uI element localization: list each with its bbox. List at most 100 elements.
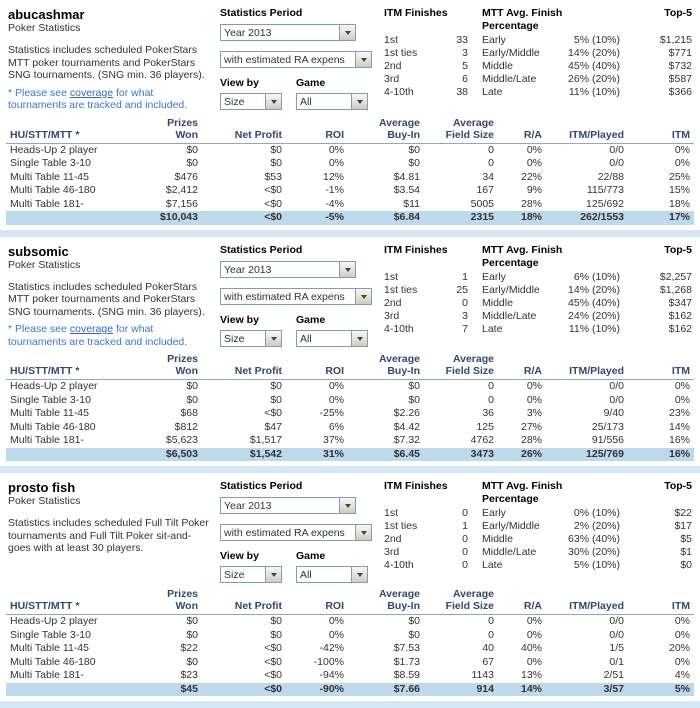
itm-stat-row: 1st ties 1	[384, 520, 468, 533]
table-row: Single Table 3-10 $0 $0 0% $0 0 0% 0/0 0…	[6, 629, 694, 643]
statistics-period-select[interactable]: Year 2013	[220, 24, 356, 41]
cell-roi: 0%	[328, 157, 344, 169]
col-header-category: HU/STT/MTT *	[6, 588, 138, 615]
player-section: prosto fish Poker Statistics Statistics …	[0, 473, 700, 708]
itm-finishes-title: ITM Finishes	[384, 480, 448, 492]
stat-label: 1st	[384, 507, 399, 519]
cell-itm: 16%	[668, 434, 690, 446]
col-header-category: HU/STT/MTT *	[6, 116, 138, 144]
cell-prizes-won: $0	[186, 393, 198, 406]
itm-stat-row: 4-10th 7	[384, 323, 468, 336]
section-separator	[0, 701, 700, 708]
header-text: Buy-In	[387, 600, 420, 612]
rake-adjustment-value: with estimated RA expens	[224, 527, 345, 539]
cell-net-profit: <$0	[264, 642, 282, 654]
top5-value: $22	[674, 507, 692, 519]
cell-itm-played: 91/556	[591, 434, 624, 446]
rake-adjustment-select[interactable]: with estimated RA expens	[220, 287, 372, 305]
cell-itm: 0%	[674, 615, 690, 627]
cell-itm-played: 0/0	[609, 143, 624, 156]
rake-adjustment-select[interactable]: with estimated RA expens	[220, 51, 372, 68]
header-text: Buy-In	[387, 128, 420, 141]
statistics-period-value: Year 2013	[224, 263, 272, 276]
stat-value: 6% (10%)	[573, 270, 620, 283]
cell-roi: -100%	[313, 655, 344, 668]
cell-prizes-won: $0	[186, 380, 198, 392]
cell-category: Heads-Up 2 player	[10, 380, 98, 392]
note-suffix: for what tournaments are tracked and inc…	[8, 86, 188, 112]
stat-value: 1	[462, 520, 468, 532]
cell-ra: 0%	[526, 380, 542, 392]
game-label: Game	[296, 550, 326, 562]
coverage-description: Statistics includes scheduled PokerStars…	[8, 280, 205, 318]
stat-value: 3	[462, 309, 468, 322]
header-text: ITM/Played	[569, 128, 624, 141]
total-avg-buyin: $7.66	[348, 682, 424, 696]
stat-value: 2% (20%)	[573, 520, 620, 532]
header-text: ROI	[325, 365, 344, 377]
game-select[interactable]: All	[296, 329, 368, 347]
total-avg-field-size: 914	[424, 682, 498, 696]
avg-finish-head: MTT Avg. Finish Percentage	[482, 7, 620, 34]
cell-avg-field-size: 0	[488, 157, 494, 169]
rake-adjustment-select[interactable]: with estimated RA expens	[220, 524, 372, 541]
itm-finishes-head: ITM Finishes	[384, 244, 468, 271]
dropdown-arrow-icon	[265, 567, 281, 582]
header-text: ITM/Played	[569, 365, 624, 377]
stat-value: 5	[462, 60, 468, 72]
stat-value: 45% (40%)	[568, 60, 620, 72]
cell-ra: 28%	[520, 197, 542, 210]
statistics-period-select[interactable]: Year 2013	[220, 260, 356, 278]
stat-value: 33	[456, 34, 468, 46]
avg-stat-row: Early/Middle 2% (20%)	[482, 520, 620, 533]
total-itm: 17%	[628, 211, 694, 225]
view-by-select[interactable]: Size	[220, 329, 282, 347]
col-header-itm: ITM	[628, 353, 694, 380]
stat-value: 0	[462, 507, 468, 519]
stat-label: 1st	[384, 270, 399, 283]
view-by-value: Size	[224, 332, 245, 345]
game-select[interactable]: All	[296, 566, 368, 583]
header-text: HU/STT/MTT *	[10, 600, 80, 612]
game-label: Game	[296, 313, 326, 326]
table-row: Multi Table 181- $5,623 $1,517 37% $7.32…	[6, 434, 694, 448]
game-select[interactable]: All	[296, 93, 368, 110]
top5-value: $1	[680, 546, 692, 558]
cell-ra: 28%	[520, 434, 542, 446]
stat-label: Middle	[482, 296, 513, 309]
coverage-link[interactable]: coverage	[69, 323, 114, 335]
col-header-ra: R/A	[498, 116, 546, 144]
rake-adjustment-value: with estimated RA expens	[224, 290, 345, 303]
col-header-itm-played: ITM/Played	[546, 116, 628, 144]
view-by-select[interactable]: Size	[220, 93, 282, 110]
header-text: Average	[452, 588, 494, 600]
coverage-note: * Please see coverage for what tournamen…	[8, 87, 210, 112]
cell-ra: 0%	[526, 655, 542, 668]
stat-value: 11% (10%)	[568, 322, 620, 335]
cell-category: Heads-Up 2 player	[10, 143, 98, 156]
stat-label: 2nd	[384, 60, 402, 72]
top5-value: $5	[680, 533, 692, 545]
top5-title: Top-5	[664, 243, 692, 256]
view-by-select[interactable]: Size	[220, 566, 282, 583]
header-text: Prizes Won	[167, 588, 198, 612]
total-net-profit: $1,542	[202, 447, 286, 461]
statistics-period-select[interactable]: Year 2013	[220, 497, 356, 514]
stat-label: 4-10th	[384, 86, 414, 98]
itm-finishes-block: ITM Finishes 1st 0 1st ties 1 2nd 0 3rd 0 4-…	[384, 480, 468, 583]
itm-finishes-block: ITM Finishes 1st 33 1st ties 3 2nd 5 3rd 6 4…	[384, 7, 468, 112]
coverage-note: * Please see coverage for what tournamen…	[8, 323, 210, 348]
cell-avg-field-size: 0	[488, 380, 494, 392]
stat-value: 11% (10%)	[568, 86, 620, 98]
stat-label: 1st	[384, 34, 399, 46]
col-header-itm-played: ITM/Played	[546, 588, 628, 615]
col-header-net-profit: Net Profit	[202, 588, 286, 615]
avg-stat-row: Late 11% (10%)	[482, 323, 620, 336]
cell-prizes-won: $2,412	[165, 184, 198, 196]
cell-itm: 0%	[674, 393, 690, 406]
cell-ra: 27%	[520, 420, 542, 433]
header-text: Average	[378, 116, 420, 129]
coverage-link[interactable]: coverage	[69, 86, 114, 99]
stat-label: 1st ties	[384, 283, 418, 296]
